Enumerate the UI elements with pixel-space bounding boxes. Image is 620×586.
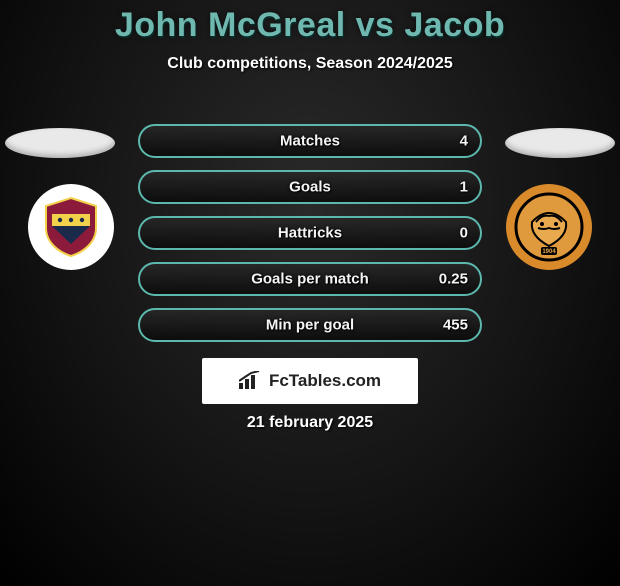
brand-badge: FcTables.com <box>202 358 418 404</box>
stat-label: Hattricks <box>278 225 342 242</box>
player-silhouette-right <box>505 128 615 158</box>
brand-text: FcTables.com <box>269 371 381 391</box>
player-silhouette-left <box>5 128 115 158</box>
bar-chart-icon <box>239 371 263 391</box>
stat-value: 0.25 <box>439 271 468 288</box>
stat-row: Goals per match 0.25 <box>138 262 482 296</box>
stat-label: Goals per match <box>251 271 369 288</box>
shield-crest-icon <box>38 194 104 260</box>
date-label: 21 february 2025 <box>0 414 620 432</box>
stat-value: 4 <box>460 133 468 150</box>
stat-row: Hattricks 0 <box>138 216 482 250</box>
stat-row: Matches 4 <box>138 124 482 158</box>
club-badge-right: 1904 <box>506 184 592 270</box>
stat-value: 455 <box>443 317 468 334</box>
svg-text:1904: 1904 <box>542 249 556 255</box>
club-badge-left <box>28 184 114 270</box>
stat-label: Matches <box>280 133 340 150</box>
stat-value: 0 <box>460 225 468 242</box>
stat-label: Min per goal <box>266 317 354 334</box>
stat-row: Goals 1 <box>138 170 482 204</box>
stat-value: 1 <box>460 179 468 196</box>
stat-label: Goals <box>289 179 331 196</box>
subtitle: Club competitions, Season 2024/2025 <box>0 55 620 73</box>
stats-list: Matches 4 Goals 1 Hattricks 0 Goals per … <box>138 124 482 354</box>
page-title: John McGreal vs Jacob <box>0 6 620 45</box>
tiger-crest-icon: 1904 <box>514 192 584 262</box>
stat-row: Min per goal 455 <box>138 308 482 342</box>
